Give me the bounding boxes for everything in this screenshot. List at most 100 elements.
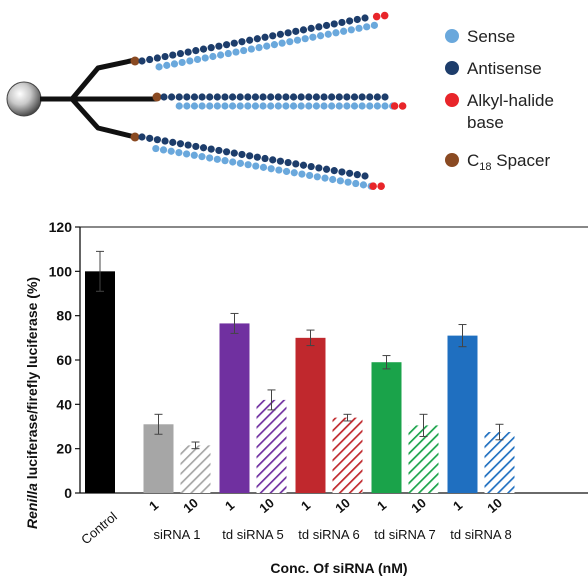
sense-bead bbox=[309, 33, 317, 41]
sense-bead bbox=[232, 48, 240, 56]
sirna-strands bbox=[130, 11, 407, 191]
sense-bead bbox=[198, 102, 206, 110]
spacer-bead bbox=[130, 132, 140, 142]
antisense-bead bbox=[253, 153, 261, 161]
concentration-label: 10 bbox=[484, 495, 505, 516]
sense-bead bbox=[255, 43, 263, 52]
antisense-bead bbox=[183, 93, 191, 101]
legend-alkyl-marker bbox=[445, 93, 459, 107]
antisense-bead bbox=[236, 93, 244, 101]
legend-sense-marker bbox=[445, 29, 459, 43]
antisense-bead bbox=[244, 93, 252, 101]
concentration-label: 1 bbox=[374, 497, 389, 513]
antisense-bead bbox=[222, 148, 231, 156]
antisense-bead bbox=[297, 93, 305, 101]
legend-spacer-label: C18 Spacer bbox=[467, 151, 550, 173]
bar bbox=[332, 417, 363, 493]
antisense-bead bbox=[353, 171, 361, 179]
antisense-bead bbox=[282, 93, 290, 101]
antisense-bead bbox=[346, 169, 354, 177]
antisense-bead bbox=[307, 24, 315, 32]
antisense-bead bbox=[330, 20, 338, 28]
antisense-bead bbox=[350, 93, 359, 101]
antisense-bead bbox=[274, 93, 282, 101]
antisense-bead bbox=[230, 149, 238, 157]
antisense-bead bbox=[169, 51, 177, 59]
antisense-bead bbox=[292, 160, 300, 168]
sense-bead bbox=[152, 144, 160, 153]
antisense-bead bbox=[338, 168, 346, 176]
sense-bead bbox=[289, 102, 298, 110]
antisense-bead bbox=[192, 142, 200, 151]
sense-bead bbox=[312, 102, 321, 110]
antisense-bead bbox=[284, 158, 292, 167]
antisense-bead bbox=[246, 152, 254, 160]
sense-bead bbox=[213, 102, 221, 110]
branch-upper bbox=[40, 57, 136, 102]
y-tick-label: 0 bbox=[64, 485, 72, 501]
antisense-bead bbox=[199, 45, 208, 53]
sense-bead bbox=[252, 162, 260, 170]
sense-bead bbox=[290, 169, 298, 177]
antisense-bead bbox=[161, 52, 169, 61]
antisense-bead bbox=[373, 93, 381, 101]
sense-bead bbox=[352, 179, 360, 188]
sense-bead bbox=[163, 61, 171, 69]
sense-bead bbox=[275, 166, 283, 174]
sense-bead bbox=[381, 102, 389, 110]
antisense-bead bbox=[328, 93, 336, 101]
antisense-bead bbox=[238, 38, 246, 46]
sense-bead bbox=[347, 26, 355, 34]
sense-bead bbox=[244, 161, 252, 169]
antisense-bead bbox=[381, 93, 389, 101]
sense-bead bbox=[193, 55, 202, 64]
sense-bead bbox=[186, 57, 194, 65]
category-label: siRNA 1 bbox=[154, 527, 201, 542]
sense-bead bbox=[293, 36, 302, 44]
category-label: td siRNA 8 bbox=[450, 527, 511, 542]
sense-bead bbox=[370, 21, 378, 29]
antisense-bead bbox=[305, 93, 313, 101]
bar bbox=[219, 323, 250, 493]
antisense-bead bbox=[322, 165, 331, 173]
legend-sense-label: Sense bbox=[467, 27, 515, 46]
sense-bead bbox=[206, 154, 214, 162]
sense-bead bbox=[340, 27, 348, 35]
bar bbox=[256, 399, 287, 493]
antisense-bead bbox=[215, 42, 223, 50]
antisense-bead bbox=[338, 18, 346, 27]
sense-bead bbox=[282, 167, 291, 176]
sense-bead bbox=[236, 159, 245, 167]
bar bbox=[484, 432, 515, 493]
sense-bead bbox=[305, 102, 313, 110]
sense-bead bbox=[363, 23, 371, 31]
bar bbox=[371, 362, 402, 493]
antisense-bead bbox=[269, 156, 277, 164]
y-tick-label: 60 bbox=[56, 352, 72, 368]
category-label: td siRNA 6 bbox=[298, 527, 359, 542]
concentration-label: 1 bbox=[222, 497, 237, 513]
concentration-label: 10 bbox=[256, 495, 277, 516]
sense-bead bbox=[221, 102, 229, 110]
sense-bead bbox=[286, 38, 294, 46]
schematic bbox=[6, 11, 407, 191]
alkyl-halide-bead bbox=[398, 102, 407, 110]
sense-bead bbox=[267, 102, 275, 110]
sense-bead bbox=[155, 63, 163, 71]
spacer-bead bbox=[130, 56, 140, 66]
antisense-bead bbox=[175, 93, 183, 101]
antisense-bead bbox=[289, 93, 298, 101]
sense-bead bbox=[221, 157, 229, 165]
sense-bead bbox=[244, 102, 252, 110]
sense-bead bbox=[316, 32, 325, 40]
antisense-bead bbox=[161, 137, 169, 145]
antisense-bead bbox=[213, 93, 221, 101]
antisense-bead bbox=[299, 161, 308, 169]
antisense-bead bbox=[153, 54, 161, 62]
sense-bead bbox=[251, 102, 260, 110]
sense-bead bbox=[274, 102, 282, 110]
sense-bead bbox=[178, 58, 186, 67]
sense-bead bbox=[198, 153, 206, 161]
antisense-bead bbox=[184, 141, 192, 149]
antisense-bead bbox=[335, 93, 343, 101]
